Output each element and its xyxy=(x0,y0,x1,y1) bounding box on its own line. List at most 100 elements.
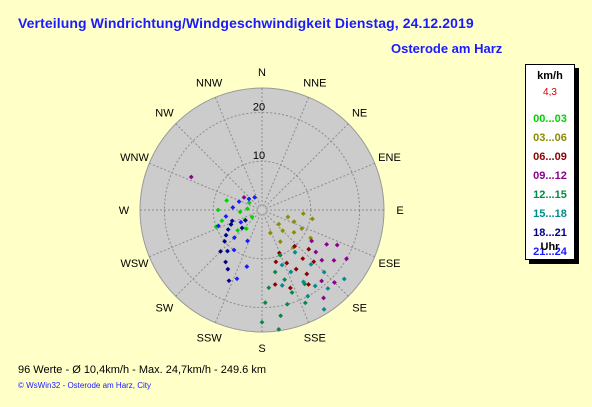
direction-label-ESE: ESE xyxy=(378,258,400,270)
data-point-4-1 xyxy=(278,313,284,319)
data-point-4-4 xyxy=(266,285,272,291)
data-point-7-1 xyxy=(231,247,237,253)
direction-label-NE: NE xyxy=(352,107,367,119)
data-point-0-2 xyxy=(245,206,250,212)
location-label: Osterode am Harz xyxy=(391,41,503,56)
data-point-1-9 xyxy=(290,244,296,250)
data-point-6-3 xyxy=(222,238,228,244)
data-point-4-3 xyxy=(289,290,295,295)
legend-item-1: 03...06 xyxy=(533,132,567,144)
data-point-3-7 xyxy=(321,295,326,301)
legend: km/h 4,3 00...03 03...06 06...09 09...12 12.… xyxy=(525,64,575,260)
direction-label-SW: SW xyxy=(156,303,174,315)
data-point-1-4 xyxy=(280,228,286,234)
legend-item-2: 06...09 xyxy=(533,151,567,163)
legend-max-value: 4,3 xyxy=(543,87,557,98)
data-point-4-8 xyxy=(282,277,288,283)
direction-label-E: E xyxy=(396,205,403,217)
data-point-3-4 xyxy=(319,278,324,284)
data-point-3-5 xyxy=(313,249,319,255)
data-point-5-5 xyxy=(279,262,285,268)
data-point-7-3 xyxy=(236,199,242,205)
data-point-1-5 xyxy=(277,239,283,245)
data-point-2-9 xyxy=(306,282,311,287)
data-point-2-1 xyxy=(293,266,299,272)
data-point-7-8 xyxy=(230,205,236,210)
radial-tick-label-0: 10 xyxy=(253,150,265,162)
data-point-2-5 xyxy=(311,259,317,265)
data-point-4-10 xyxy=(259,319,265,325)
data-point-7-4 xyxy=(246,196,252,202)
data-point-4-0 xyxy=(284,301,290,307)
data-point-0-9 xyxy=(243,226,249,232)
data-point-4-5 xyxy=(272,269,278,275)
data-point-5-2 xyxy=(325,286,331,291)
legend-item-7: 21...24 xyxy=(533,246,567,258)
direction-label-WNW: WNW xyxy=(120,152,149,164)
data-point-6-5 xyxy=(229,218,235,224)
data-point-4-11 xyxy=(277,252,283,258)
legend-item-0: 00...03 xyxy=(533,113,567,125)
data-point-0-8 xyxy=(219,218,225,224)
data-point-5-10 xyxy=(292,249,298,255)
legend-item-5: 15...18 xyxy=(533,208,567,220)
data-point-2-3 xyxy=(284,260,290,266)
data-point-1-7 xyxy=(267,230,273,236)
data-point-5-6 xyxy=(321,269,327,275)
data-point-5-1 xyxy=(312,283,318,289)
stats-summary: 96 Werte - Ø 10,4km/h - Max. 24,7km/h - … xyxy=(18,364,266,376)
data-point-1-2 xyxy=(291,219,297,225)
data-point-3-2 xyxy=(344,256,349,262)
data-point-6-6 xyxy=(225,248,230,254)
data-point-3-11 xyxy=(241,195,247,200)
legend-item-4: 12...15 xyxy=(533,189,567,201)
direction-label-SSE: SSE xyxy=(304,332,326,344)
data-point-7-10 xyxy=(216,223,221,229)
data-point-1-8 xyxy=(285,214,291,220)
data-point-7-7 xyxy=(244,264,250,269)
data-point-4-6 xyxy=(302,300,308,306)
data-point-5-4 xyxy=(288,269,294,275)
data-point-7-0 xyxy=(234,276,240,282)
data-point-6-10 xyxy=(239,225,245,231)
data-point-2-7 xyxy=(306,246,312,252)
data-point-1-3 xyxy=(291,229,297,235)
chart-title: Verteilung Windrichtung/Windgeschwindigk… xyxy=(18,15,474,31)
data-point-1-0 xyxy=(310,216,315,222)
radial-tick-label-1: 20 xyxy=(253,101,265,113)
data-point-0-10 xyxy=(215,207,221,213)
legend-item-6: 18...21 xyxy=(533,227,567,239)
data-point-7-9 xyxy=(252,194,258,200)
data-point-5-11 xyxy=(305,293,311,299)
data-point-6-11 xyxy=(243,217,248,223)
data-point-2-8 xyxy=(272,282,278,287)
legend-unit: km/h xyxy=(537,70,563,82)
data-point-5-3 xyxy=(341,276,347,282)
direction-label-SE: SE xyxy=(352,303,367,315)
data-point-3-9 xyxy=(324,241,330,247)
data-point-5-0 xyxy=(301,279,306,285)
direction-label-SSW: SSW xyxy=(197,332,223,344)
data-point-7-2 xyxy=(238,219,244,225)
direction-label-W: W xyxy=(119,205,130,217)
data-point-0-4 xyxy=(224,198,230,203)
data-point-0-6 xyxy=(237,209,243,215)
data-point-7-5 xyxy=(223,213,229,219)
data-point-3-0 xyxy=(331,257,337,263)
data-point-1-1 xyxy=(299,226,305,231)
data-point-6-4 xyxy=(225,227,231,232)
data-point-7-6 xyxy=(231,235,237,241)
data-point-3-3 xyxy=(332,280,337,285)
legend-item-3: 09...12 xyxy=(533,170,567,182)
credit-text: © WsWin32 - Osterode am Harz, City xyxy=(18,381,152,390)
data-point-0-11 xyxy=(249,214,255,220)
data-point-6-2 xyxy=(218,249,223,254)
direction-label-WSW: WSW xyxy=(120,258,149,270)
data-point-0-5 xyxy=(246,200,252,206)
data-point-6-0 xyxy=(223,259,229,265)
data-point-4-7 xyxy=(262,300,268,306)
direction-label-NW: NW xyxy=(155,107,174,119)
data-point-2-2 xyxy=(304,271,310,277)
data-point-1-10 xyxy=(300,211,306,217)
data-point-5-9 xyxy=(308,261,314,267)
